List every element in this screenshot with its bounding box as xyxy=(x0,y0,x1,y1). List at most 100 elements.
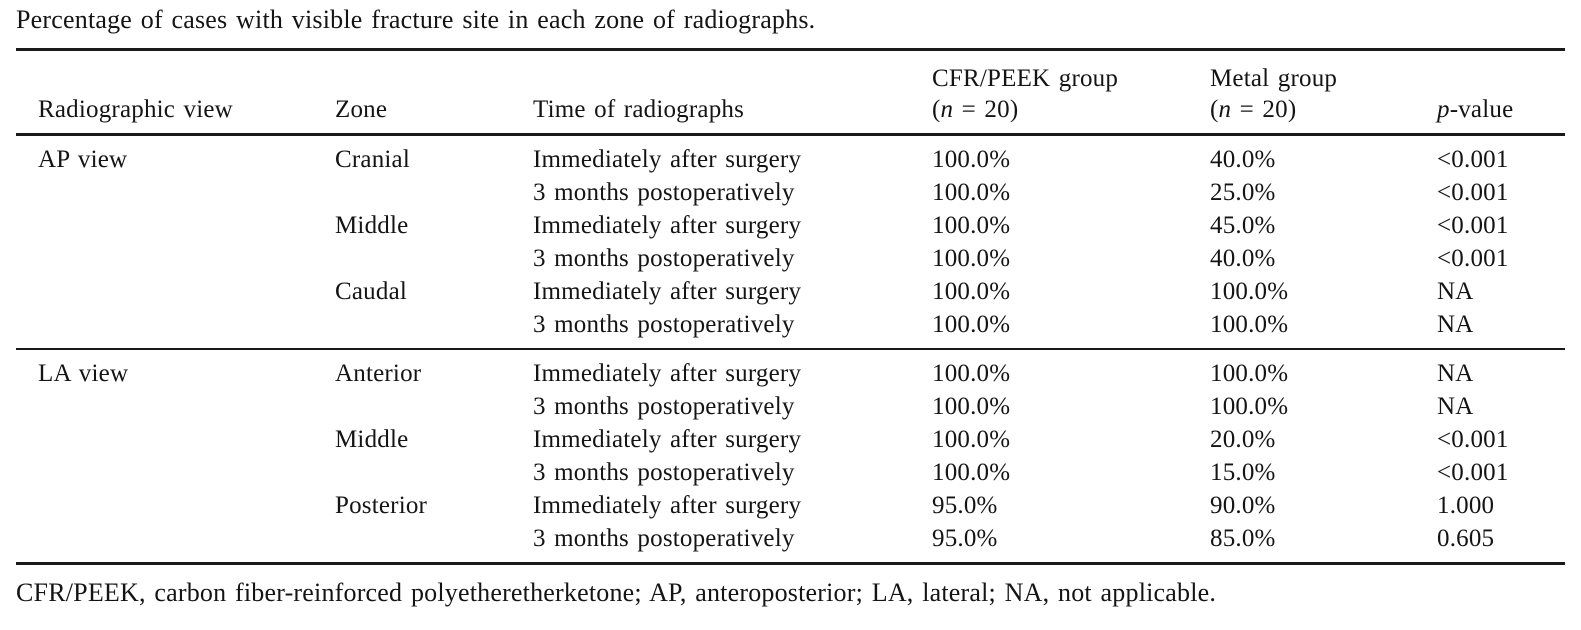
header-p-value: p-value xyxy=(1437,96,1514,123)
table-row: AP view Cranial Immediately after surger… xyxy=(16,143,1565,176)
cell-cfr: 100.0% xyxy=(932,278,1011,305)
cell-metal: 100.0% xyxy=(1210,278,1289,305)
cell-zone: Caudal xyxy=(335,278,408,305)
section-la-view: LA view Anterior Immediately after surge… xyxy=(16,350,1565,562)
cell-time: 3 months postoperatively xyxy=(533,525,795,552)
cell-metal: 100.0% xyxy=(1210,311,1289,338)
table-row: Middle Immediately after surgery 100.0% … xyxy=(16,209,1565,242)
cell-zone: Anterior xyxy=(335,360,422,387)
cell-zone xyxy=(335,456,533,489)
cell-view xyxy=(16,242,335,275)
cell-time: 3 months postoperatively xyxy=(533,393,795,420)
header-cfr-peek-group: CFR/PEEK group (n = 20) xyxy=(932,63,1210,125)
cell-metal: 90.0% xyxy=(1210,492,1276,519)
table-caption: Percentage of cases with visible fractur… xyxy=(16,5,816,34)
cell-p: <0.001 xyxy=(1437,146,1509,173)
header-metal-group-n: (n = 20) xyxy=(1210,96,1297,123)
table-row: Middle Immediately after surgery 100.0% … xyxy=(16,423,1565,456)
cell-metal: 85.0% xyxy=(1210,525,1276,552)
header-radiographic-view: Radiographic view xyxy=(38,96,233,123)
cell-zone: Cranial xyxy=(335,146,410,173)
header-cfr-peek-group-n: (n = 20) xyxy=(932,96,1019,123)
cell-p: NA xyxy=(1437,393,1474,420)
cell-p: 0.605 xyxy=(1437,525,1495,552)
cell-view: LA view xyxy=(38,360,129,387)
cell-cfr: 95.0% xyxy=(932,492,998,519)
cell-cfr: 100.0% xyxy=(932,245,1011,272)
cell-time: Immediately after surgery xyxy=(533,492,802,519)
cell-view xyxy=(16,308,335,341)
cell-zone xyxy=(335,390,533,423)
cell-cfr: 100.0% xyxy=(932,426,1011,453)
cell-p: <0.001 xyxy=(1437,245,1509,272)
header-rule xyxy=(16,133,1565,136)
data-table: Radiographic view Zone Time of radiograp… xyxy=(16,48,1565,565)
cell-zone xyxy=(335,242,533,275)
cell-zone xyxy=(335,308,533,341)
cell-time: Immediately after surgery xyxy=(533,278,802,305)
cell-metal: 40.0% xyxy=(1210,146,1276,173)
cell-p: NA xyxy=(1437,278,1474,305)
cell-metal: 40.0% xyxy=(1210,245,1276,272)
cell-metal: 45.0% xyxy=(1210,212,1276,239)
section-ap-view: AP view Cranial Immediately after surger… xyxy=(16,136,1565,348)
cell-time: 3 months postoperatively xyxy=(533,311,795,338)
cell-cfr: 95.0% xyxy=(932,525,998,552)
cell-time: Immediately after surgery xyxy=(533,212,802,239)
cell-zone xyxy=(335,522,533,555)
cell-cfr: 100.0% xyxy=(932,179,1011,206)
cell-metal: 20.0% xyxy=(1210,426,1276,453)
cell-p: NA xyxy=(1437,311,1474,338)
table-footnote: CFR/PEEK, carbon fiber-reinforced polyet… xyxy=(16,578,1217,607)
cell-p: NA xyxy=(1437,360,1474,387)
table-row: 3 months postoperatively 100.0% 25.0% <0… xyxy=(16,176,1565,209)
cell-metal: 25.0% xyxy=(1210,179,1276,206)
header-metal-group-label: Metal group xyxy=(1210,65,1338,92)
cell-view xyxy=(16,522,335,555)
top-rule xyxy=(16,48,1565,51)
cell-p: <0.001 xyxy=(1437,426,1509,453)
header-zone: Zone xyxy=(335,96,388,123)
table-row: 3 months postoperatively 100.0% 100.0% N… xyxy=(16,308,1565,341)
cell-view: AP view xyxy=(38,146,128,173)
cell-time: 3 months postoperatively xyxy=(533,459,795,486)
cell-p: 1.000 xyxy=(1437,492,1495,519)
table-header-row: Radiographic view Zone Time of radiograp… xyxy=(16,51,1565,133)
table-row: 3 months postoperatively 100.0% 100.0% N… xyxy=(16,390,1565,423)
table-row: 3 months postoperatively 100.0% 15.0% <0… xyxy=(16,456,1565,489)
cell-zone: Middle xyxy=(335,212,409,239)
cell-p: <0.001 xyxy=(1437,459,1509,486)
section-divider-rule xyxy=(16,348,1565,350)
table-row: 3 months postoperatively 100.0% 40.0% <0… xyxy=(16,242,1565,275)
cell-view xyxy=(16,456,335,489)
cell-p: <0.001 xyxy=(1437,212,1509,239)
cell-cfr: 100.0% xyxy=(932,311,1011,338)
cell-zone: Middle xyxy=(335,426,409,453)
table-row: Posterior Immediately after surgery 95.0… xyxy=(16,489,1565,522)
table-row: LA view Anterior Immediately after surge… xyxy=(16,357,1565,390)
bottom-rule xyxy=(16,562,1565,565)
header-metal-group: Metal group (n = 20) xyxy=(1210,63,1437,125)
header-time-of-radiographs: Time of radiographs xyxy=(533,96,745,123)
cell-metal: 15.0% xyxy=(1210,459,1276,486)
cell-metal: 100.0% xyxy=(1210,393,1289,420)
cell-time: 3 months postoperatively xyxy=(533,245,795,272)
cell-view xyxy=(16,209,335,242)
cell-p: <0.001 xyxy=(1437,179,1509,206)
cell-view xyxy=(16,275,335,308)
cell-view xyxy=(16,390,335,423)
cell-cfr: 100.0% xyxy=(932,393,1011,420)
cell-zone xyxy=(335,176,533,209)
cell-cfr: 100.0% xyxy=(932,212,1011,239)
cell-time: Immediately after surgery xyxy=(533,426,802,453)
cell-metal: 100.0% xyxy=(1210,360,1289,387)
table-row: 3 months postoperatively 95.0% 85.0% 0.6… xyxy=(16,522,1565,555)
table-row: Caudal Immediately after surgery 100.0% … xyxy=(16,275,1565,308)
cell-view xyxy=(16,423,335,456)
cell-view xyxy=(16,176,335,209)
cell-cfr: 100.0% xyxy=(932,360,1011,387)
cell-cfr: 100.0% xyxy=(932,459,1011,486)
cell-view xyxy=(16,489,335,522)
cell-zone: Posterior xyxy=(335,492,428,519)
